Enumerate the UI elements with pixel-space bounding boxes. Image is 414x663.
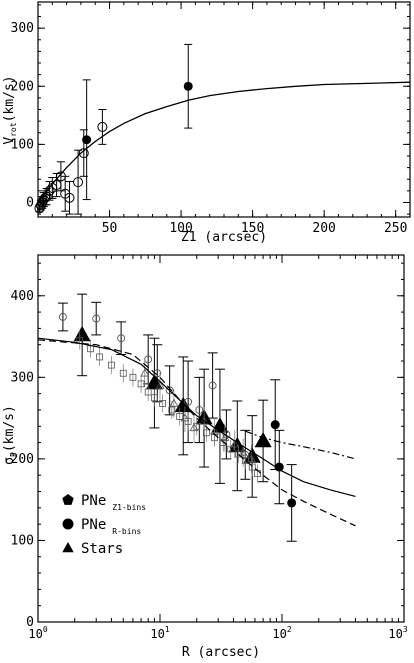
data-point-open [97,121,108,132]
open-circle-point [92,314,101,323]
open-square-point [151,394,158,402]
legend-label: Stars [81,541,123,557]
data-point-open [73,177,84,188]
dispersion-y-axis-label: σP(km/s) [2,405,18,465]
legend: PNe Z1-bins PNe R-bins Stars [62,493,146,557]
open-square-point [248,463,256,471]
open-square-point [159,400,166,407]
open-square-point [96,353,104,361]
open-square-point [235,450,242,458]
dispersion-x-axis-label: R (arcsec) [182,645,260,660]
open-square-point [137,380,145,388]
open-square-point [144,388,152,396]
model-solid-line [37,337,356,497]
open-triangle-point [180,413,190,422]
data-point-open [64,192,75,203]
rotation-x-axis-label: Z1 (arcsec) [181,230,267,245]
model-dash-line [37,339,356,527]
dispersion-plot-frame [37,254,405,623]
pne-r-bins-point [274,462,284,472]
legend-label: PNe Z1-bins [81,493,146,512]
open-square-point [108,361,115,369]
x-tick-label: 50 [102,221,118,236]
open-circle-point [153,369,162,378]
data-point-open [35,200,46,211]
x-tick-label: 250 [384,221,407,236]
y-tick-label: 0 [26,615,34,630]
open-triangle-point [230,439,240,448]
open-circle-point [184,397,193,406]
y-tick-label: 100 [11,137,34,152]
y-tick-label: 100 [11,533,34,548]
open-triangle-point [238,447,248,456]
open-triangle-point [155,380,165,389]
y-tick-label: 400 [11,289,34,304]
rotation-curve-panel: 50 100 150 200 250 0 100 200 300 Z1 (arcsec) Vro… [2,1,411,245]
stars-point [73,325,91,342]
open-square-point [202,429,210,437]
open-triangle-point [140,368,150,377]
open-triangle-point [220,432,230,441]
open-square-point [219,439,227,446]
open-circle-point [208,381,217,390]
open-circle-point [58,313,67,321]
pne-r-bins-point [287,498,297,508]
data-point-filled [183,81,193,91]
data-point-open [44,185,55,196]
x-tick-label: 150 [241,221,264,236]
model-dashdot-line [245,430,356,460]
open-triangle-point [199,416,209,425]
open-circle-point [117,334,126,343]
legend-pentagon-icon [62,494,74,505]
stars-point [174,396,192,413]
legend-circle-icon [62,518,74,530]
x-tick-label: 102 [272,625,291,641]
open-square-point [227,445,235,453]
open-circle-point [165,386,174,395]
x-tick-label: 103 [388,625,407,641]
dispersion-data-marks [37,293,356,542]
open-square-point [119,369,127,377]
y-tick-label: 200 [11,79,34,94]
rotation-plot-frame [37,1,411,218]
pne-r-bins-point [270,420,280,430]
x-tick-label: 200 [312,221,335,236]
open-circle-point [195,406,204,414]
stars-point [254,431,272,448]
stars-point [145,374,163,390]
open-square-point [168,406,176,414]
rotation-axis-ticks: 50 100 150 200 250 0 100 200 300 [11,2,410,236]
open-square-point [176,413,184,420]
legend-triangle-icon [62,542,74,553]
rotation-y-axis-label: Vrot(km/s) [2,75,18,144]
open-circle-point [222,430,231,439]
y-tick-label: 0 [26,195,34,210]
open-triangle-point [189,423,199,432]
rotation-data-marks [34,43,411,215]
x-tick-label: 101 [150,625,169,641]
x-tick-label: 100 [28,625,47,641]
x-tick-label: 100 [169,221,192,236]
data-point-open [78,148,89,159]
legend-label: PNe R-bins [81,517,141,536]
model-curve [37,81,411,203]
data-point-filled [82,135,92,145]
open-square-point [129,373,137,381]
y-tick-label: 200 [11,452,34,467]
open-triangle-point [246,454,256,463]
y-tick-label: 300 [11,370,34,385]
open-triangle-point [169,398,179,407]
y-tick-label: 300 [11,21,34,36]
